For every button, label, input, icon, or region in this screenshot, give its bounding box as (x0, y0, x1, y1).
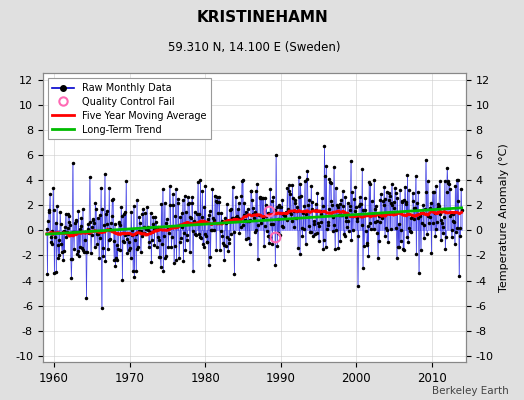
Text: KRISTINEHAMN: KRISTINEHAMN (196, 10, 328, 25)
Legend: Raw Monthly Data, Quality Control Fail, Five Year Moving Average, Long-Term Tren: Raw Monthly Data, Quality Control Fail, … (48, 78, 211, 140)
Y-axis label: Temperature Anomaly (°C): Temperature Anomaly (°C) (499, 143, 509, 292)
Text: Berkeley Earth: Berkeley Earth (432, 386, 508, 396)
Title: 59.310 N, 14.100 E (Sweden): 59.310 N, 14.100 E (Sweden) (168, 41, 341, 54)
